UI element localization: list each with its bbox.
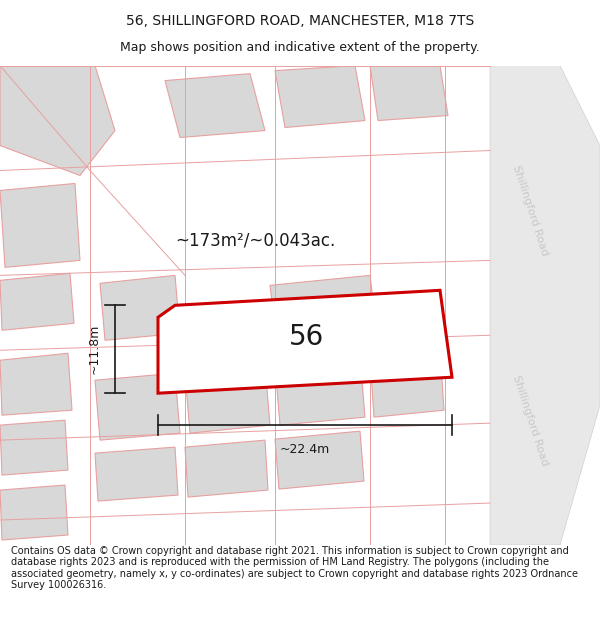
Text: Map shows position and indicative extent of the property.: Map shows position and indicative extent… [120, 41, 480, 54]
Text: ~22.4m: ~22.4m [280, 443, 330, 456]
Polygon shape [370, 66, 448, 121]
Polygon shape [100, 276, 180, 340]
Polygon shape [490, 66, 600, 545]
Text: Shillingford Road: Shillingford Road [511, 374, 550, 467]
Polygon shape [185, 440, 268, 497]
Polygon shape [95, 373, 180, 440]
Polygon shape [158, 291, 452, 393]
Polygon shape [0, 420, 68, 475]
Polygon shape [0, 66, 115, 176]
Polygon shape [270, 276, 378, 350]
Polygon shape [370, 350, 444, 417]
Polygon shape [275, 66, 365, 128]
Polygon shape [165, 74, 265, 138]
Text: ~11.8m: ~11.8m [88, 324, 101, 374]
Text: Shillingford Road: Shillingford Road [511, 164, 550, 257]
Polygon shape [0, 485, 68, 540]
Polygon shape [0, 353, 72, 415]
Polygon shape [275, 357, 365, 425]
Polygon shape [0, 273, 74, 330]
Polygon shape [95, 447, 178, 501]
Text: ~173m²/~0.043ac.: ~173m²/~0.043ac. [175, 231, 335, 249]
Text: 56, SHILLINGFORD ROAD, MANCHESTER, M18 7TS: 56, SHILLINGFORD ROAD, MANCHESTER, M18 7… [126, 14, 474, 28]
Text: Contains OS data © Crown copyright and database right 2021. This information is : Contains OS data © Crown copyright and d… [11, 546, 578, 591]
Text: 56: 56 [289, 322, 324, 351]
Polygon shape [0, 184, 80, 268]
Polygon shape [275, 431, 364, 489]
Polygon shape [185, 365, 270, 433]
